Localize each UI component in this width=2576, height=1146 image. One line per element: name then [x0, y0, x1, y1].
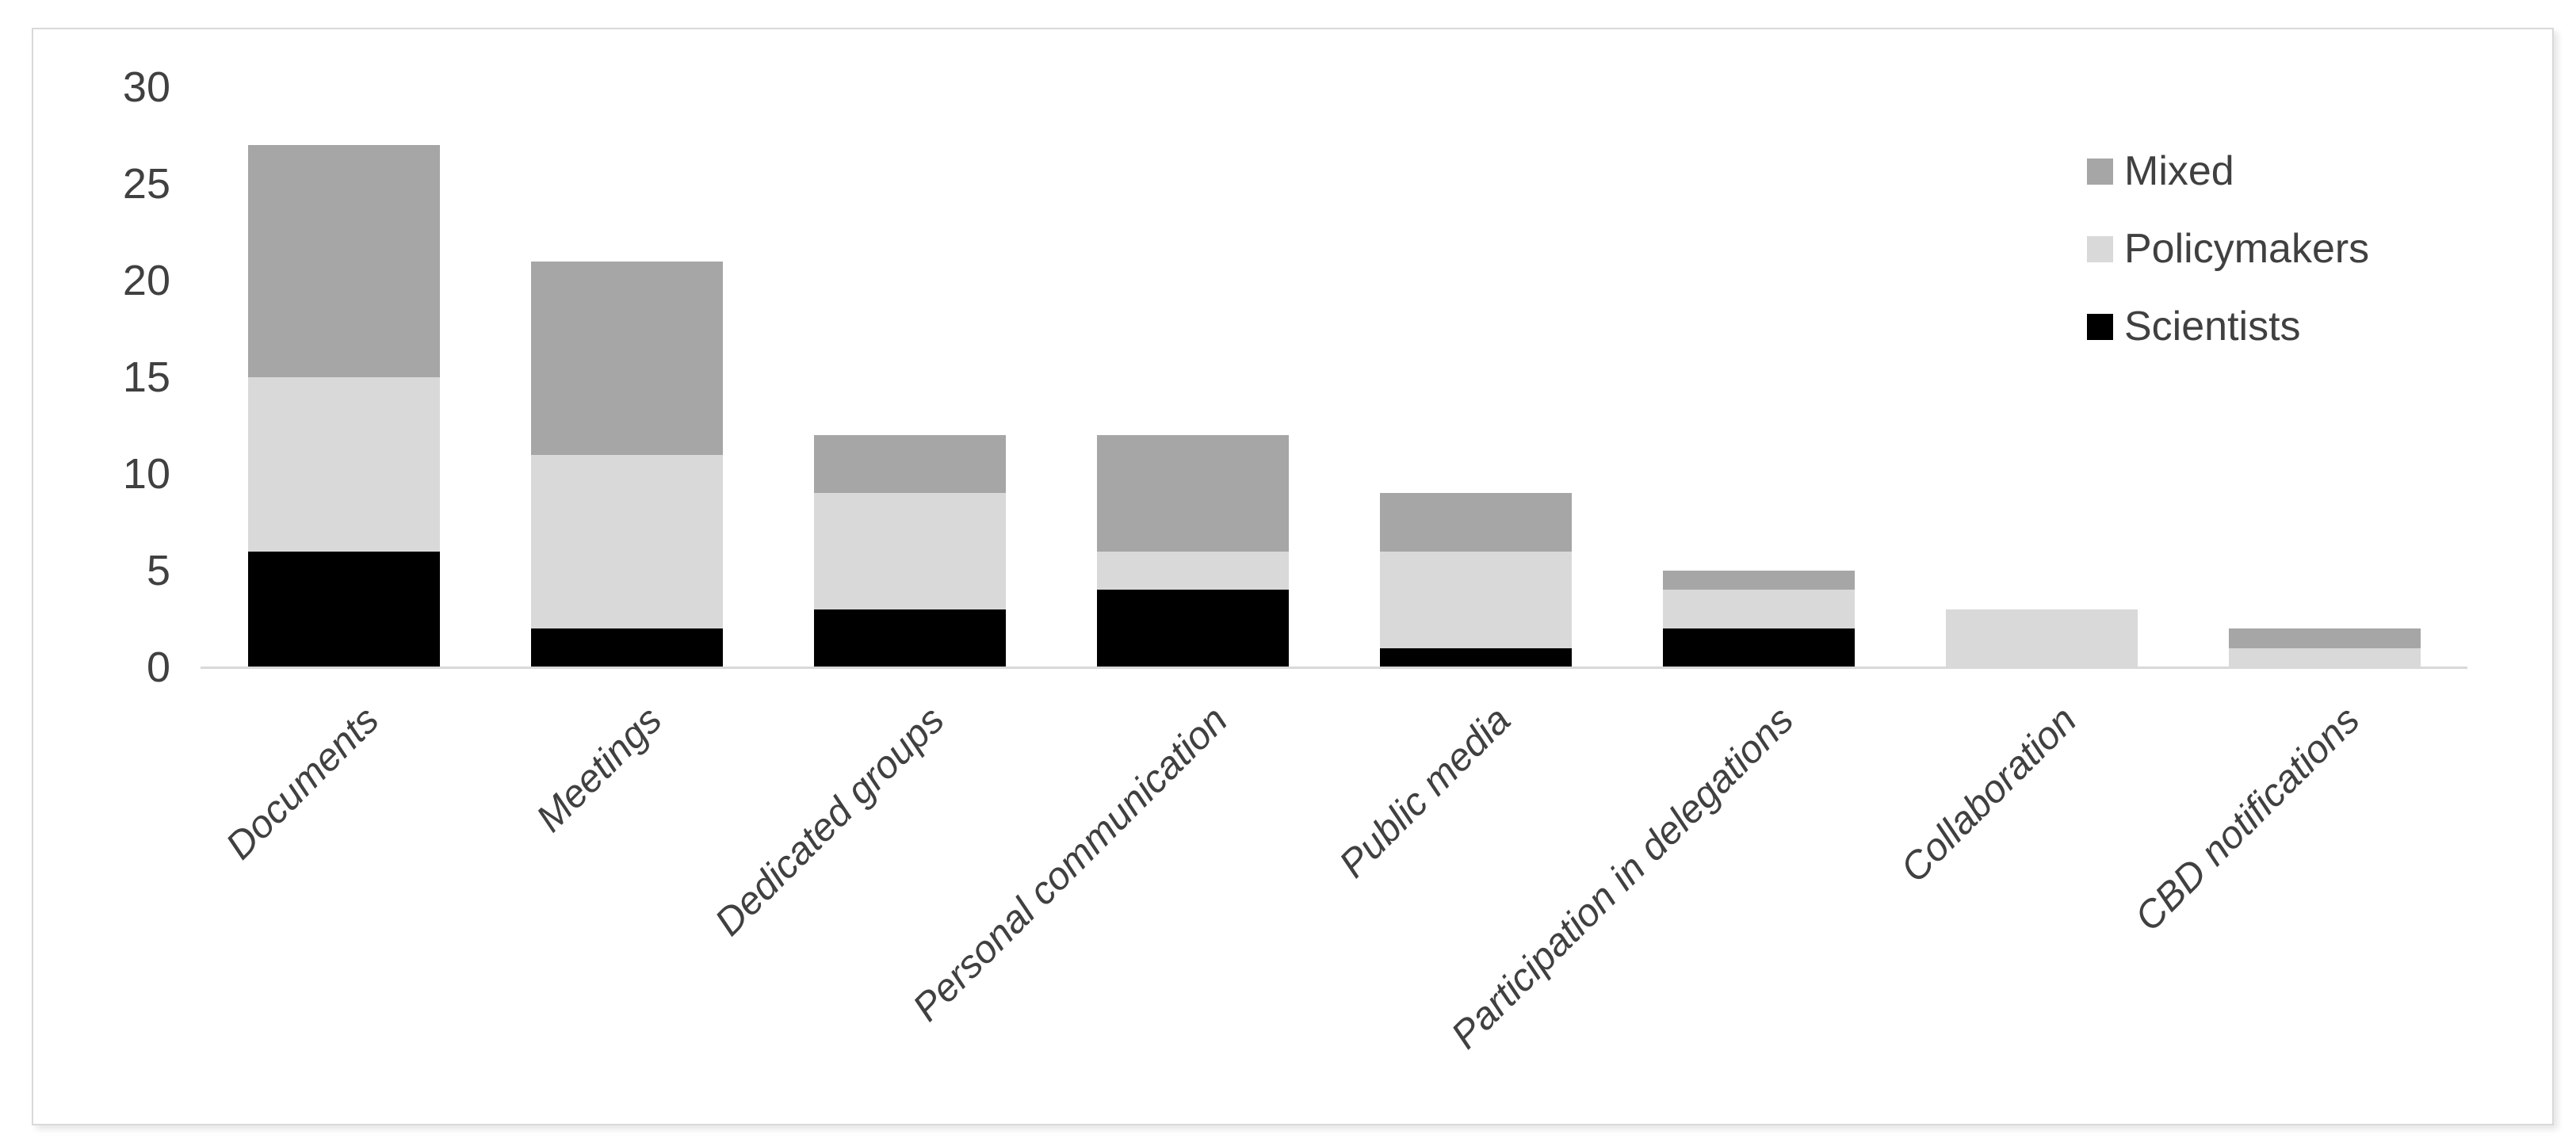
chart-frame [32, 28, 2554, 1125]
bar-segment-policymakers-public-media [1379, 551, 1572, 648]
bar-segment-policymakers-participation-in-delegations [1662, 590, 1855, 629]
bar-segment-policymakers-collaboration [1945, 609, 2138, 667]
bar-segment-policymakers-cbd-notifications [2228, 647, 2421, 667]
bar-segment-scientists-participation-in-delegations [1662, 628, 1855, 667]
bar-segment-scientists-public-media [1379, 647, 1572, 667]
legend-item-scientists: Scientists [2087, 303, 2301, 350]
bar-segment-mixed-cbd-notifications [2228, 628, 2421, 648]
bar-segment-policymakers-personal-communication [1096, 551, 1289, 590]
legend-item-policymakers: Policymakers [2087, 225, 2369, 273]
y-tick-label-10: 10 [122, 450, 170, 498]
bar-segment-scientists-personal-communication [1096, 590, 1289, 667]
bar-segment-policymakers-documents [247, 377, 440, 552]
legend-item-mixed: Mixed [2087, 147, 2234, 195]
legend-label-policymakers: Policymakers [2124, 226, 2370, 272]
bar-segment-scientists-meetings [530, 628, 723, 667]
bar-segment-mixed-personal-communication [1096, 435, 1289, 552]
y-tick-label-30: 30 [122, 63, 170, 111]
bar-segment-mixed-documents [247, 145, 440, 377]
bar-segment-mixed-participation-in-delegations [1662, 571, 1855, 590]
bar-segment-scientists-documents [247, 551, 440, 667]
y-tick-label-5: 5 [146, 547, 170, 594]
legend-swatch-policymakers [2087, 235, 2113, 262]
bar-segment-policymakers-dedicated-groups [813, 493, 1006, 609]
legend-swatch-scientists [2087, 313, 2113, 340]
y-tick-label-20: 20 [122, 257, 170, 304]
bar-segment-mixed-public-media [1379, 493, 1572, 552]
bar-segment-mixed-meetings [530, 261, 723, 455]
y-tick-label-25: 25 [122, 160, 170, 208]
legend-label-scientists: Scientists [2124, 304, 2301, 350]
bar-segment-mixed-dedicated-groups [813, 435, 1006, 494]
bar-segment-policymakers-meetings [530, 454, 723, 629]
y-tick-label-15: 15 [122, 353, 170, 401]
x-axis-line [201, 667, 2467, 669]
legend-swatch-mixed [2087, 158, 2113, 185]
bar-segment-scientists-dedicated-groups [813, 609, 1006, 667]
legend-label-mixed: Mixed [2124, 148, 2234, 194]
y-tick-label-0: 0 [146, 644, 170, 691]
